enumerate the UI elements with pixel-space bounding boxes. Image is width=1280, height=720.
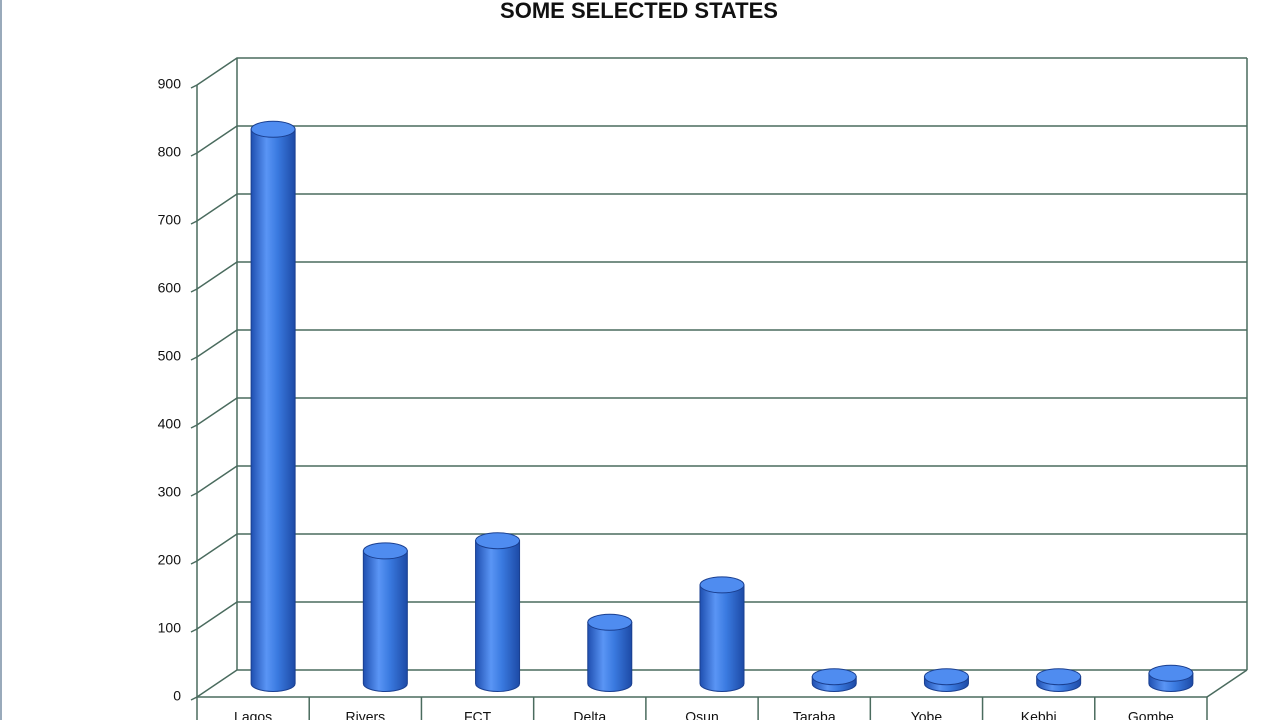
bar-cap [1036, 668, 1082, 686]
bar [250, 128, 296, 692]
x-tick-label: Gombe [1128, 709, 1174, 720]
y-tick-label: 900 [158, 76, 182, 92]
x-tick-label: Delta [573, 709, 606, 720]
y-tick-label: 600 [158, 280, 182, 296]
x-tick-label: Yobe [911, 709, 943, 720]
grid-line [190, 261, 1247, 293]
bar-cap [923, 668, 969, 686]
x-tick-label: Osun [685, 709, 718, 720]
y-tick-label: 0 [173, 688, 181, 704]
bar-cap [250, 120, 296, 138]
y-tick-label: 700 [158, 212, 182, 228]
bar-cap [362, 542, 408, 560]
bar-cap [699, 576, 745, 594]
bar [699, 584, 745, 692]
bar [587, 621, 633, 692]
grid-line [190, 329, 1247, 361]
bar [475, 540, 521, 692]
bar-cap [475, 532, 521, 550]
y-tick-label: 100 [158, 620, 182, 636]
y-tick-label: 500 [158, 348, 182, 364]
y-tick-label: 200 [158, 552, 182, 568]
grid-line [190, 397, 1247, 429]
bar [362, 550, 408, 692]
bar-cap [587, 613, 633, 631]
y-tick-label: 300 [158, 484, 182, 500]
floor-right [1206, 669, 1248, 698]
x-tick-label: Taraba [793, 709, 836, 720]
bar-cap [1148, 664, 1194, 682]
grid-line [190, 533, 1247, 565]
bar-cap [811, 668, 857, 686]
x-tick-label: Rivers [345, 709, 385, 720]
chart-title: SOME SELECTED STATES [500, 0, 778, 23]
x-tick-label: Kebbi [1021, 709, 1057, 720]
grid-line [190, 125, 1247, 157]
grid-line [190, 57, 1247, 89]
y-tick-label: 800 [158, 144, 182, 160]
y-tick-label: 400 [158, 416, 182, 432]
x-tick-label: Lagos [234, 709, 272, 720]
grid-line [190, 465, 1247, 497]
x-tick-label: FCT [464, 709, 492, 720]
grid-line [190, 193, 1247, 225]
frame-edge [0, 0, 2, 720]
